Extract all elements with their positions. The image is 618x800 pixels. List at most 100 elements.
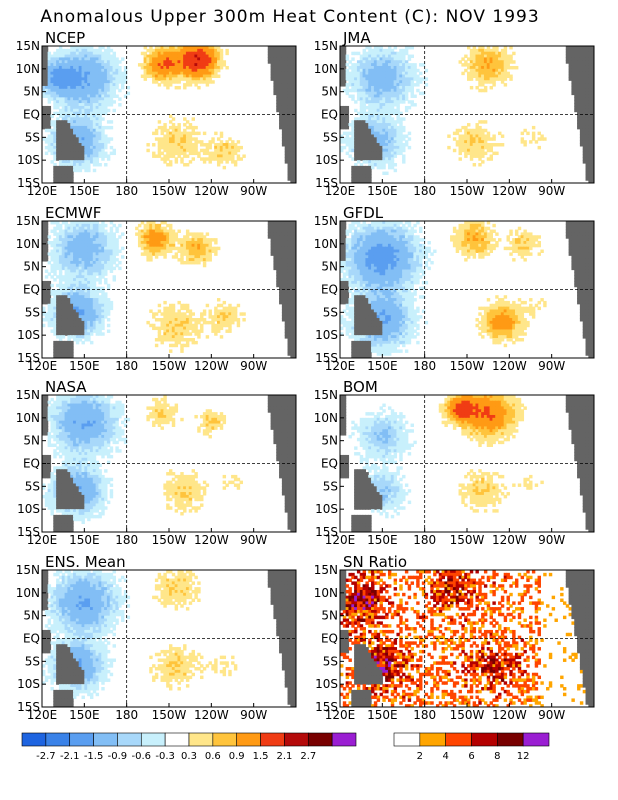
field-cell: [67, 51, 71, 56]
field-cell: [112, 63, 116, 67]
field-cell: [70, 125, 74, 130]
field-cell: [101, 292, 105, 296]
field-cell: [174, 65, 179, 70]
field-cell: [577, 57, 581, 61]
field-cell: [197, 68, 201, 73]
field-cell: [73, 292, 77, 296]
field-cell: [579, 108, 584, 113]
field-cell: [58, 157, 63, 161]
field-cell: [382, 131, 386, 136]
field-cell: [486, 77, 491, 81]
field-cell: [214, 145, 218, 150]
field-cell: [73, 272, 77, 276]
field-cell: [362, 134, 366, 138]
field-cell: [276, 243, 280, 248]
field-cell: [205, 65, 210, 70]
field-cell: [166, 57, 170, 61]
field-cell: [64, 163, 68, 167]
field-cell: [281, 85, 286, 90]
field-cell: [185, 74, 190, 78]
field-cell: [154, 252, 159, 256]
field-cell: [214, 74, 218, 78]
field-cell: [106, 303, 111, 308]
field-cell: [467, 123, 471, 127]
field-cell: [489, 77, 493, 81]
field-cell: [53, 57, 57, 61]
field-cell: [126, 85, 131, 90]
field-cell: [183, 117, 187, 121]
field-cell: [73, 46, 77, 50]
figure-title: Anomalous Upper 300m Heat Content (C): N…: [40, 7, 539, 27]
field-cell: [42, 114, 46, 118]
field-cell: [44, 123, 49, 127]
field-cell: [143, 226, 148, 231]
field-cell: [270, 46, 275, 50]
field-cell: [276, 229, 280, 234]
field-cell: [101, 134, 105, 138]
field-cell: [53, 125, 57, 130]
field-cell: [95, 269, 100, 273]
field-cell: [290, 260, 294, 265]
field-cell: [396, 148, 400, 153]
field-cell: [287, 46, 291, 50]
field-cell: [376, 131, 381, 136]
field-cell: [469, 65, 474, 70]
field-cell: [42, 229, 46, 234]
field-cell: [101, 272, 105, 276]
field-cell: [472, 145, 477, 150]
field-cell: [177, 300, 181, 305]
field-cell: [53, 163, 57, 167]
field-cell: [279, 97, 283, 101]
field-cell: [56, 300, 60, 305]
field-cell: [194, 249, 198, 253]
field-cell: [216, 48, 221, 53]
field-cell: [279, 272, 283, 276]
field-cell: [281, 74, 286, 78]
field-cell: [390, 123, 395, 127]
field-cell: [157, 63, 162, 67]
field-cell: [205, 51, 210, 56]
field-cell: [87, 263, 91, 268]
field-cell: [290, 229, 294, 234]
field-cell: [376, 125, 381, 130]
field-cell: [368, 97, 372, 101]
field-cell: [166, 249, 170, 253]
field-cell: [273, 48, 277, 53]
field-cell: [219, 309, 224, 313]
field-cell: [104, 143, 108, 147]
field-cell: [61, 260, 66, 265]
field-cell: [591, 48, 594, 53]
field-cell: [44, 108, 49, 113]
field-cell: [467, 137, 471, 141]
field-cell: [160, 77, 164, 81]
field-cell: [95, 125, 100, 130]
field-cell: [75, 283, 80, 288]
field-cell: [87, 160, 91, 164]
field-cell: [84, 114, 88, 118]
field-cell: [98, 306, 102, 311]
field-cell: [290, 240, 294, 245]
field-cell: [53, 65, 57, 70]
field-cell: [284, 68, 289, 73]
field-cell: [106, 249, 111, 253]
field-cell: [106, 108, 111, 113]
field-cell: [169, 243, 173, 248]
field-cell: [56, 258, 60, 262]
field-cell: [92, 295, 97, 299]
field-cell: [281, 117, 286, 121]
field-cell: [287, 249, 291, 253]
field-cell: [70, 180, 74, 183]
field-cell: [58, 94, 63, 98]
field-cell: [104, 266, 108, 271]
field-cell: [169, 232, 173, 236]
field-cell: [106, 243, 111, 248]
field-cell: [121, 77, 125, 81]
field-cell: [58, 260, 63, 265]
field-cell: [365, 120, 369, 124]
field-cell: [351, 74, 355, 78]
field-cell: [478, 83, 482, 87]
field-cell: [146, 255, 150, 259]
field-cell: [279, 255, 283, 259]
field-cell: [368, 145, 372, 150]
field-cell: [53, 148, 57, 153]
